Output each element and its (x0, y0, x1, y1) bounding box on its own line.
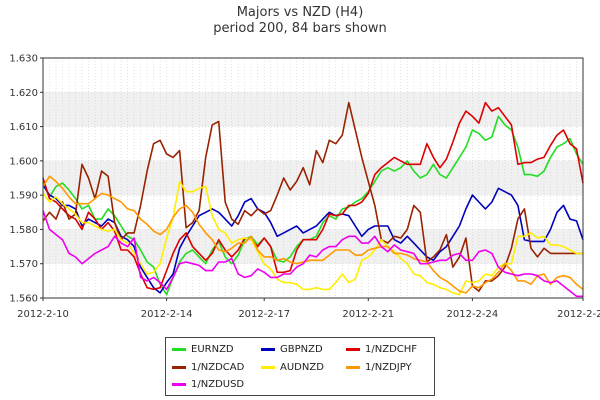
y-tick-label: 1.620 (9, 88, 38, 99)
series-line-1nzdcad (42, 101, 583, 292)
legend-label: AUDNZD (280, 362, 324, 373)
series-line-audnzd (42, 180, 583, 296)
chart-subtitle: period 200, 84 bars shown (213, 21, 387, 36)
y-tick-label: 1.560 (9, 294, 38, 305)
legend-swatch (172, 348, 186, 351)
y-tick-label: 1.580 (9, 225, 38, 236)
chart-title: Majors vs NZD (H4) (236, 5, 364, 20)
legend-item-eurnzd: EURNZD (172, 344, 234, 356)
x-tick-label: 2012-2-28 (557, 309, 600, 320)
legend-label: GBPNZD (280, 344, 323, 355)
legend-item-1nzdjpy: 1/NZDJPY (346, 362, 412, 374)
plot-band (43, 58, 583, 93)
plot-frame (42, 57, 584, 299)
axes: 1.630 1.620 1.610 1.600 1.590 1.580 1.570 1.560… (9, 54, 600, 321)
legend-label: EURNZD (191, 344, 234, 355)
series-line-1nzdusd (42, 210, 583, 298)
series-lines (42, 101, 584, 298)
series-line-1nzdchf (42, 101, 584, 291)
series-line-1nzdjpy (42, 175, 584, 294)
y-tick-label: 1.570 (9, 259, 38, 270)
plot-band (43, 195, 583, 230)
legend-label: 1/NZDCAD (191, 362, 245, 373)
y-tick-label: 1.590 (9, 191, 38, 202)
legend-swatch (346, 366, 360, 369)
y-tick-label: 1.610 (9, 122, 38, 133)
x-tick-label: 2012-2-21 (342, 309, 394, 320)
x-tick-label: 2012-2-17 (238, 309, 290, 320)
y-tick-label: 1.630 (9, 54, 38, 65)
legend: EURNZD GBPNZD 1/NZDCHF 1/NZDCAD AUDNZD 1/NZDJ… (165, 337, 435, 396)
legend-item-1nzdchf: 1/NZDCHF (346, 344, 417, 356)
legend-label: 1/NZDUSD (191, 379, 245, 390)
legend-swatch (261, 366, 275, 369)
y-tick-label: 1.600 (9, 156, 38, 167)
x-tick-label: 2012-2-24 (447, 309, 499, 320)
legend-item-audnzd: AUDNZD (261, 362, 324, 374)
plot-band (43, 126, 583, 161)
series-line-gbpnzd (42, 184, 584, 294)
legend-item-1nzdusd: 1/NZDUSD (172, 379, 244, 391)
plot-area (43, 58, 583, 298)
x-tick-label: 2012-2-10 (17, 309, 69, 320)
legend-swatch (346, 348, 360, 351)
legend-swatch (172, 383, 186, 386)
plot-band (43, 92, 583, 127)
legend-label: 1/NZDCHF (365, 344, 418, 355)
x-tick-label: 2012-2-14 (141, 309, 193, 320)
legend-item-gbpnzd: GBPNZD (261, 344, 323, 356)
legend-label: 1/NZDJPY (365, 362, 412, 373)
plot-band (43, 229, 583, 264)
legend-item-1nzdcad: 1/NZDCAD (172, 362, 244, 374)
legend-swatch (261, 348, 275, 351)
legend-swatch (172, 366, 186, 369)
